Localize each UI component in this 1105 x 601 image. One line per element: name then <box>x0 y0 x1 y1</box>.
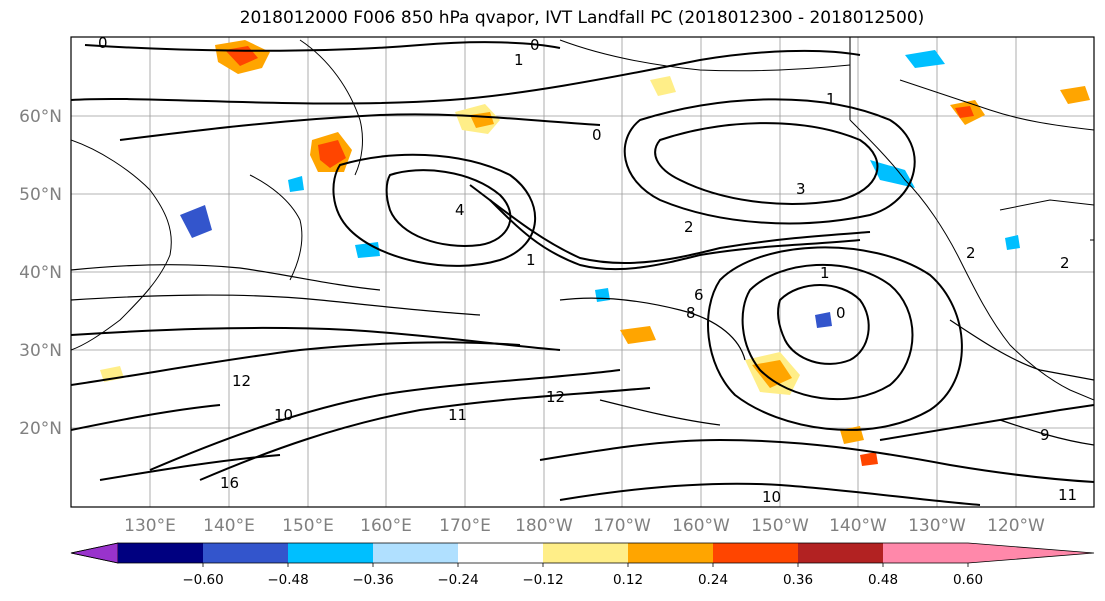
colorbar-tick-label: 0.60 <box>953 572 983 588</box>
colorbar: −0.60 −0.48 −0.36 −0.24 −0.12 0.12 0.24 … <box>70 542 1095 588</box>
map-panel: 0 1 0 0 1 3 4 2 0 1 2 1 6 8 10 11 12 16 … <box>71 34 1094 507</box>
colorbar-swatch <box>118 543 203 563</box>
colorbar-swatch <box>373 543 458 563</box>
lon-label: 150°W <box>751 516 809 536</box>
contour-label: 10 <box>274 406 293 424</box>
contour-label: 11 <box>1058 486 1077 504</box>
colorbar-swatch <box>883 543 968 563</box>
coastlines <box>71 37 1094 401</box>
colorbar-tick-label: −0.12 <box>522 572 563 588</box>
anomaly-shading <box>100 40 1090 466</box>
contour-label: 2 <box>966 244 976 262</box>
lon-label: 150°E <box>282 516 334 536</box>
contour-label: 1 <box>526 251 536 269</box>
colorbar-extend-high <box>968 543 1094 563</box>
longitude-labels: 130°E 140°E 150°E 160°E 170°E 180°W 170°… <box>124 516 1045 536</box>
lon-label: 130°E <box>124 516 176 536</box>
colorbar-swatch <box>288 543 373 563</box>
colorbar-tick-label: −0.48 <box>267 572 308 588</box>
lon-label: 170°E <box>439 516 491 536</box>
contour-label: 8 <box>686 304 696 322</box>
colorbar-swatch <box>713 543 798 563</box>
colorbar-tick-label: 0.36 <box>783 572 813 588</box>
contour-label: 4 <box>455 201 465 219</box>
lon-label: 160°E <box>360 516 412 536</box>
contour-label: 12 <box>546 388 565 406</box>
lon-label: 140°E <box>203 516 255 536</box>
colorbar-swatch <box>543 543 628 563</box>
colorbar-tick-label: 0.24 <box>698 572 728 588</box>
contour-label: 3 <box>796 180 806 198</box>
lon-label: 120°W <box>987 516 1045 536</box>
lat-label: 60°N <box>19 107 62 127</box>
colorbar-tick-label: −0.60 <box>182 572 223 588</box>
contour-label: 9 <box>1040 426 1050 444</box>
colorbar-tick-label: −0.24 <box>437 572 478 588</box>
colorbar-tick-label: −0.36 <box>352 572 393 588</box>
lat-label: 50°N <box>19 185 62 205</box>
colorbar-tick-label: 0.12 <box>613 572 643 588</box>
contour-label: 12 <box>232 372 251 390</box>
lat-label: 40°N <box>19 263 62 283</box>
lat-label: 30°N <box>19 341 62 361</box>
colorbar-swatch <box>458 543 543 563</box>
contour-label: 11 <box>448 406 467 424</box>
contour-label: 1 <box>514 51 524 69</box>
lon-label: 140°W <box>829 516 887 536</box>
colorbar-tick-label: 0.48 <box>868 572 898 588</box>
contour-label: 6 <box>694 286 704 304</box>
contour-label: 2 <box>1060 254 1070 272</box>
contour-labels: 0 1 0 0 1 3 4 2 0 1 2 1 6 8 10 11 12 16 … <box>98 34 1077 506</box>
lon-label: 180°W <box>515 516 573 536</box>
thin-contours <box>71 264 1094 446</box>
colorbar-swatch <box>798 543 883 563</box>
lon-label: 130°W <box>908 516 966 536</box>
contour-label: 10 <box>762 488 781 506</box>
contour-label: 0 <box>592 126 602 144</box>
contour-label: 0 <box>836 304 846 322</box>
lat-label: 20°N <box>19 419 62 439</box>
map-frame <box>70 36 1095 508</box>
latitude-labels: 60°N 50°N 40°N 30°N 20°N <box>19 107 62 439</box>
contour-label: 0 <box>530 36 540 54</box>
contour-label: 1 <box>820 264 830 282</box>
colorbar-swatch <box>203 543 288 563</box>
colorbar-extend-low <box>70 542 119 564</box>
contour-label: 16 <box>220 474 239 492</box>
contour-label: 2 <box>684 218 694 236</box>
ivt-contours <box>71 41 1094 506</box>
colorbar-swatch <box>628 543 713 563</box>
map-title: 2018012000 F006 850 hPa qvapor, IVT Land… <box>239 8 925 28</box>
contour-label: 1 <box>826 90 836 108</box>
contour-label: 0 <box>98 34 108 52</box>
lon-label: 160°W <box>672 516 730 536</box>
lon-label: 170°W <box>593 516 651 536</box>
